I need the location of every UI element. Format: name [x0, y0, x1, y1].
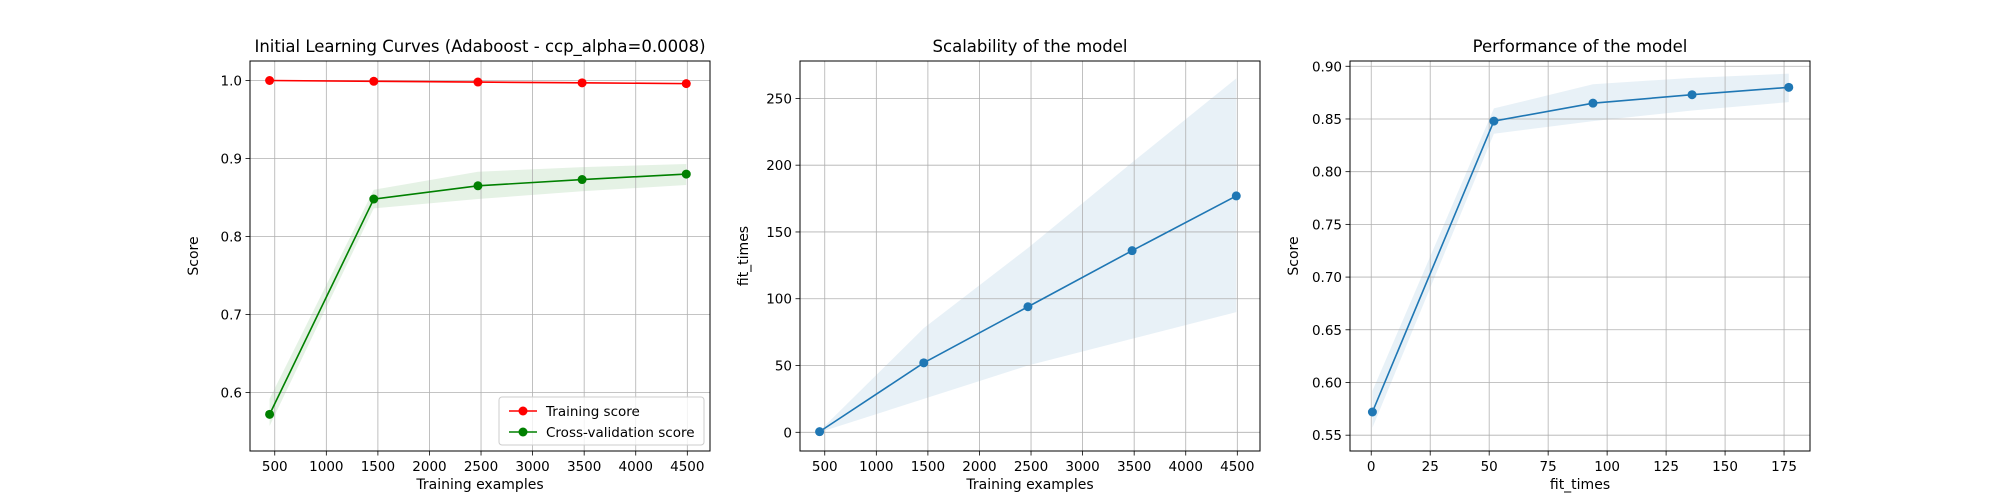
y-tick-label: 0.7 — [221, 308, 242, 324]
data-point — [1231, 191, 1241, 201]
data-point — [473, 181, 483, 191]
y-tick-label: 0.60 — [1312, 375, 1342, 391]
y-tick-label: 0 — [783, 425, 792, 441]
legend-label-training: Training score — [545, 404, 640, 420]
y-axis-label: Score — [1286, 236, 1302, 275]
data-point — [681, 169, 691, 179]
y-tick-label: 0.8 — [221, 230, 242, 246]
x-tick-label: 2500 — [1014, 459, 1048, 475]
y-tick-label: 0.90 — [1312, 59, 1342, 75]
x-tick-label: 100 — [1594, 459, 1620, 475]
legend-label-cross-validation: Cross-validation score — [546, 425, 695, 441]
x-tick-label: 1000 — [309, 459, 343, 475]
y-tick-label: 150 — [766, 225, 792, 241]
series-band-0 — [819, 78, 1237, 433]
data-point — [1687, 90, 1697, 100]
y-tick-label: 200 — [766, 158, 792, 174]
x-tick-label: 0 — [1367, 459, 1376, 475]
y-axis-label: fit_times — [736, 226, 752, 286]
x-tick-label: 1000 — [859, 459, 893, 475]
x-tick-label: 125 — [1653, 459, 1679, 475]
y-tick-label: 0.9 — [221, 152, 242, 168]
x-tick-label: 500 — [812, 459, 838, 475]
data-point — [473, 77, 483, 87]
data-point — [919, 358, 929, 368]
legend-entry-training: Training score — [509, 404, 640, 420]
data-point — [1127, 246, 1137, 256]
y-tick-label: 0.55 — [1312, 428, 1342, 444]
plot-frame — [249, 60, 711, 452]
data-point — [577, 175, 587, 185]
y-tick-label: 0.85 — [1312, 112, 1342, 128]
data-point — [369, 194, 379, 204]
x-tick-label: 3500 — [567, 459, 601, 475]
y-tick-label: 1.0 — [221, 74, 242, 90]
x-tick-label: 4500 — [1220, 459, 1254, 475]
plot-frame — [799, 60, 1261, 452]
x-tick-label: 4000 — [619, 459, 653, 475]
x-axis-label: Training examples — [965, 477, 1093, 493]
x-tick-label: 3500 — [1117, 459, 1151, 475]
chart-title: Performance of the model — [1473, 37, 1688, 56]
data-point — [265, 409, 275, 419]
legend-box — [498, 396, 705, 446]
x-tick-label: 50 — [1481, 459, 1498, 475]
legend: Training score Cross-validation score — [498, 396, 705, 446]
x-tick-label: 3000 — [1065, 459, 1099, 475]
x-axis-label: Training examples — [415, 477, 543, 493]
y-tick-label: 50 — [775, 359, 792, 375]
x-tick-label: 3000 — [515, 459, 549, 475]
x-tick-label: 4500 — [670, 459, 704, 475]
panel-learning-curves: 500 1000 1500 2000 2500 3000 3500 4000 4500 0.6 0… — [186, 37, 711, 493]
panel-performance: 0 25 50 75 100 125 150 175 0.55 0.60 0.65 0.70 0.75… — [1286, 37, 1811, 493]
chart-title: Initial Learning Curves (Adaboost - ccp_… — [254, 37, 705, 57]
x-tick-label: 1500 — [911, 459, 945, 475]
y-tick-label: 0.65 — [1312, 323, 1342, 339]
x-tick-label: 500 — [262, 459, 288, 475]
data-point — [1489, 116, 1499, 126]
y-tick-label: 0.75 — [1312, 217, 1342, 233]
x-tick-label: 150 — [1712, 459, 1738, 475]
data-point — [1588, 98, 1598, 108]
chart-title: Scalability of the model — [933, 37, 1128, 56]
y-tick-label: 0.80 — [1312, 165, 1342, 181]
panel-scalability: 500 1000 1500 2000 2500 3000 3500 4000 4500 0 50 1… — [736, 37, 1261, 493]
x-tick-label: 25 — [1422, 459, 1439, 475]
data-point — [577, 78, 587, 88]
x-axis-label: fit_times — [1550, 477, 1610, 493]
x-tick-label: 2500 — [464, 459, 498, 475]
x-tick-label: 75 — [1540, 459, 1557, 475]
legend-marker-training — [518, 406, 528, 416]
x-tick-label: 1500 — [361, 459, 395, 475]
x-tick-label: 175 — [1771, 459, 1797, 475]
data-point — [1367, 407, 1377, 417]
legend-marker-cross-validation — [518, 427, 528, 437]
data-point — [815, 427, 825, 437]
x-tick-label: 2000 — [962, 459, 996, 475]
y-tick-label: 0.6 — [221, 386, 242, 402]
data-point — [1784, 82, 1794, 92]
x-tick-label: 4000 — [1169, 459, 1203, 475]
y-tick-label: 100 — [766, 292, 792, 308]
legend-entry-cross-validation: Cross-validation score — [509, 425, 695, 441]
data-point — [681, 79, 691, 89]
plot-frame — [1349, 60, 1811, 452]
y-axis-label: Score — [186, 236, 202, 275]
data-point — [1023, 302, 1033, 312]
x-tick-label: 2000 — [412, 459, 446, 475]
data-point — [265, 76, 275, 85]
data-point — [369, 76, 379, 86]
y-tick-label: 0.70 — [1312, 270, 1342, 286]
y-tick-label: 250 — [766, 91, 792, 107]
